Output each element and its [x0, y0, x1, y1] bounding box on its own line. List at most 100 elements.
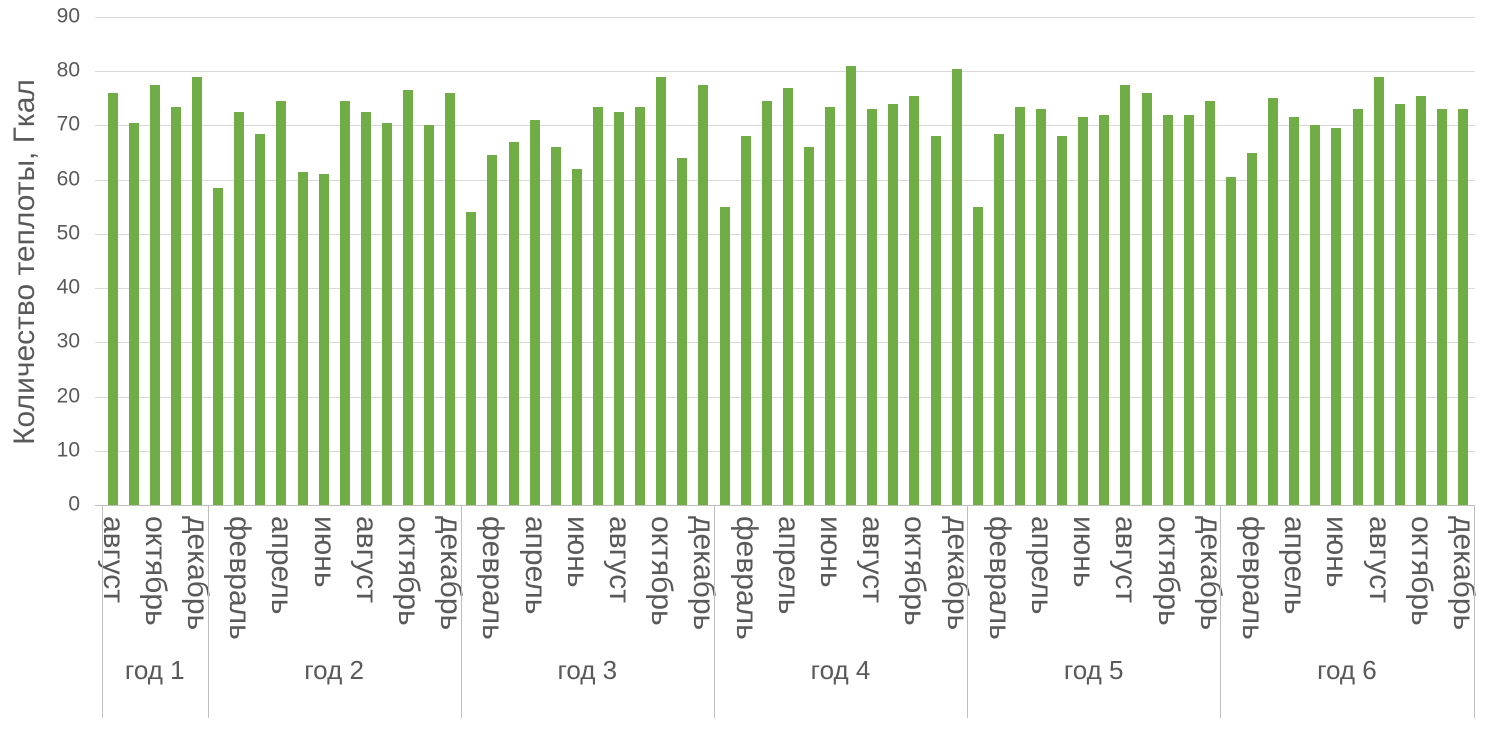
bar: [825, 106, 835, 505]
y-tick-label: 50: [56, 221, 80, 245]
bar: [635, 106, 646, 505]
bar: [1289, 117, 1300, 505]
bar: [255, 133, 266, 505]
bar: [1394, 103, 1405, 505]
month-tick-label: октябрь: [1404, 516, 1438, 626]
bar: [466, 212, 477, 505]
bar: [1247, 152, 1257, 505]
bar: [1078, 117, 1089, 505]
bar: [149, 84, 160, 505]
bar: [1331, 128, 1342, 505]
bar: [1099, 114, 1110, 505]
bar: [888, 103, 899, 505]
month-tick-label: июнь: [1067, 516, 1101, 588]
bar: [930, 136, 941, 505]
month-tick-label: октябрь: [392, 516, 425, 626]
bar: [909, 95, 920, 505]
year-group-label: год 2: [304, 655, 364, 685]
bar: [656, 76, 667, 505]
bar: [234, 111, 245, 505]
month-tick-label: август: [856, 516, 890, 603]
bar: [1373, 76, 1384, 505]
bar: [803, 147, 814, 505]
bar: [1268, 98, 1279, 505]
year-divider: [460, 505, 462, 718]
year-divider: [1473, 505, 1475, 718]
month-tick-label: октябрь: [898, 516, 932, 626]
bar: [529, 120, 540, 505]
y-tick-label: 10: [56, 438, 80, 462]
bar: [1458, 109, 1468, 505]
month-tick-label: февраль: [982, 516, 1016, 640]
bar: [592, 106, 603, 505]
month-tick-label: апрель: [1278, 516, 1312, 615]
bar: [951, 68, 962, 505]
bar: [993, 133, 1004, 505]
y-tick-label: 0: [68, 492, 80, 516]
bar: [740, 136, 751, 505]
bar: [508, 141, 519, 505]
y-tick-label: 90: [56, 4, 80, 28]
month-tick-label: июнь: [307, 516, 341, 588]
bar: [424, 125, 435, 505]
month-tick-label: февраль: [476, 516, 510, 640]
bar: [1204, 101, 1215, 505]
bar: [276, 101, 287, 505]
month-tick-label: июнь: [1320, 516, 1354, 588]
bar: [1352, 109, 1363, 505]
y-tick-label: 60: [56, 167, 80, 191]
bar: [107, 92, 118, 505]
month-tick-label: февраль: [1236, 516, 1269, 640]
bar: [318, 174, 329, 505]
y-tick-label: 70: [56, 112, 80, 136]
bar: [614, 111, 624, 505]
year-group-label: год 6: [1317, 655, 1377, 685]
bar: [170, 106, 181, 505]
year-divider: [1220, 505, 1222, 718]
month-tick-label: февраль: [729, 516, 763, 640]
year-group-label: год 5: [1063, 655, 1124, 685]
x-axis-baseline: [95, 505, 1475, 506]
bar: [191, 76, 202, 505]
month-tick-label: август: [349, 516, 383, 603]
year-group-label: год 4: [810, 655, 871, 685]
bar: [445, 92, 456, 505]
month-tick-label: апрель: [1025, 516, 1058, 615]
bar: [339, 101, 350, 505]
month-tick-label: июнь: [560, 516, 594, 588]
year-divider: [207, 505, 209, 718]
bar: [571, 168, 582, 505]
month-tick-label: октябрь: [645, 516, 679, 626]
bar: [1057, 136, 1068, 505]
bar: [867, 109, 878, 505]
bar: [487, 155, 498, 505]
bar: [719, 206, 730, 505]
bar: [381, 122, 392, 505]
month-tick-label: апрель: [518, 516, 552, 615]
bar: [213, 187, 224, 505]
month-tick-label: апрель: [771, 516, 805, 615]
year-divider: [102, 505, 103, 718]
y-tick-label: 20: [56, 384, 80, 408]
bar: [1225, 177, 1236, 505]
bar: [1141, 92, 1152, 505]
month-tick-label: февраль: [223, 516, 257, 640]
month-tick-label: апрель: [265, 516, 299, 615]
bar: [1120, 84, 1131, 505]
month-tick-label: август: [1109, 516, 1143, 603]
gridline: [95, 71, 1475, 73]
bar: [1036, 109, 1046, 505]
year-group-label: год 3: [557, 655, 618, 685]
bar: [677, 158, 688, 505]
bar: [698, 84, 709, 505]
bar: [128, 122, 139, 505]
bar: [360, 111, 371, 505]
month-tick-label: октябрь: [138, 516, 172, 626]
bar: [846, 65, 857, 505]
bar: [1183, 114, 1194, 505]
bar: [550, 147, 561, 505]
bar: [782, 87, 793, 505]
y-tick-label: 40: [56, 275, 80, 299]
y-tick-label: 30: [56, 329, 80, 353]
